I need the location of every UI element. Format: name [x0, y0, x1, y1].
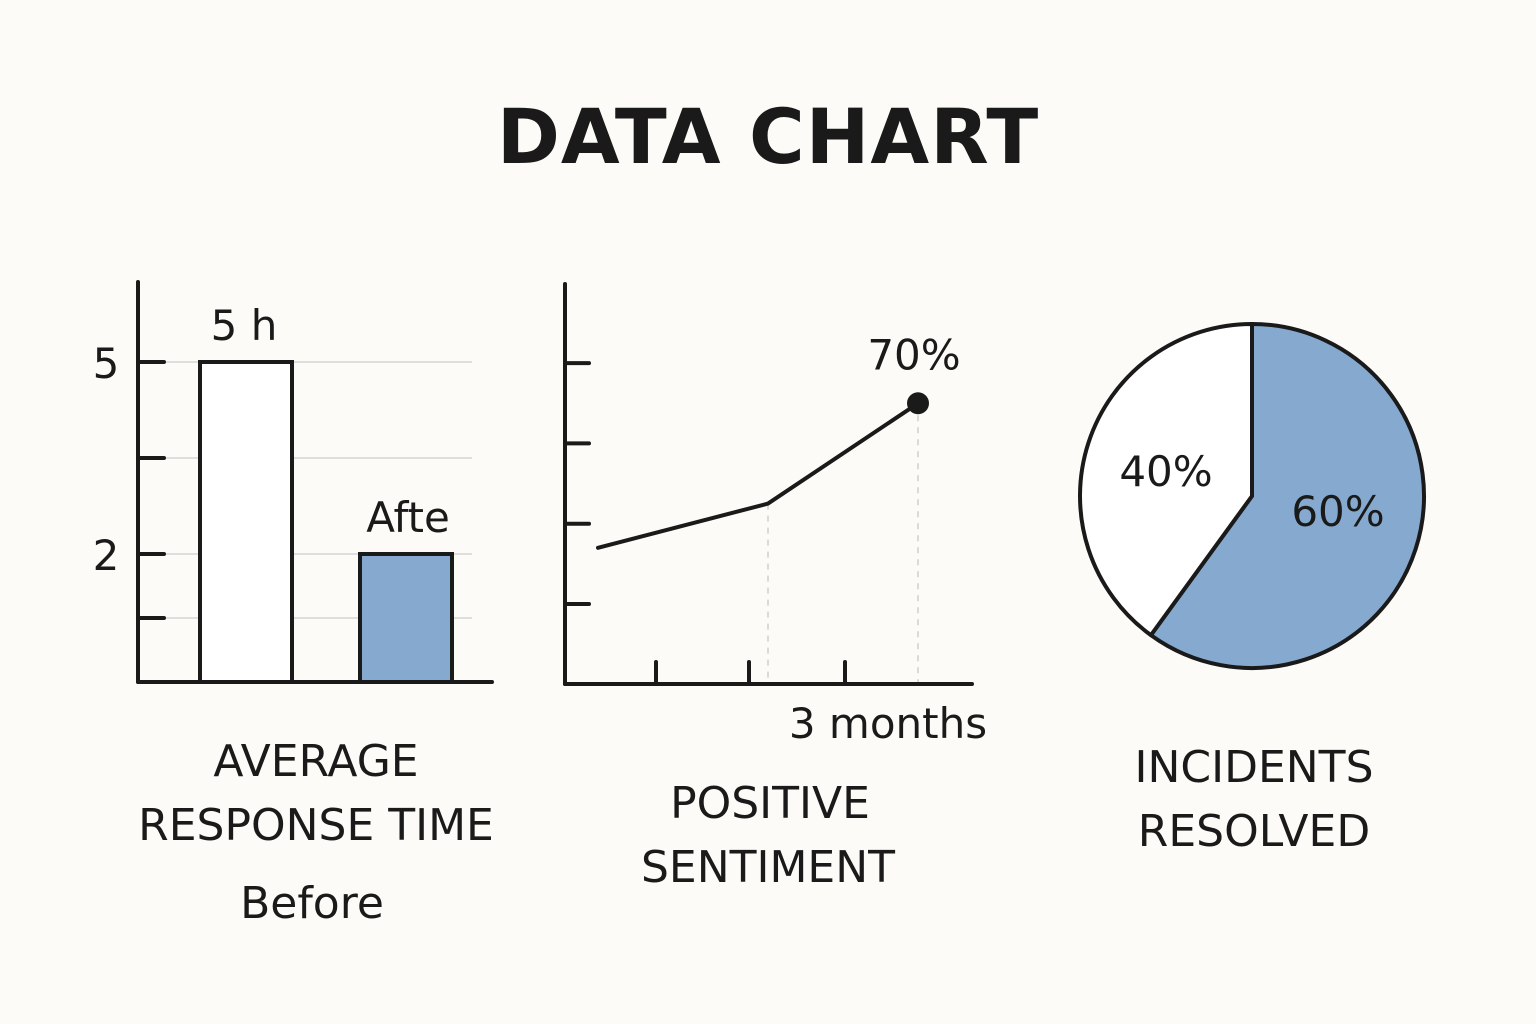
line-chart-x-axis-caption: 3 months — [789, 699, 987, 748]
bar-chart-ticks: 52 — [93, 339, 166, 620]
bar-before — [198, 360, 294, 684]
line-chart-guides — [767, 403, 919, 684]
bar-chart-caption-line-1: AVERAGE — [213, 736, 418, 787]
line-chart-ticks — [563, 361, 847, 686]
pie-chart-labels: 60% 40% — [1119, 447, 1384, 536]
line-chart-point-label: 70% — [867, 330, 960, 379]
bar-chart-axes — [136, 280, 494, 684]
bar-chart-y-tick-label: 2 — [93, 531, 120, 580]
incidents-pie-chart: 60% 40% INCIDENTS RESOLVED — [1078, 322, 1426, 857]
pie-slice-label: 40% — [1119, 447, 1212, 496]
bar-chart-category-caption: Before — [240, 878, 384, 929]
line-chart-axes — [563, 282, 974, 686]
bar-chart-y-tick-label: 5 — [93, 339, 120, 388]
bar-chart-caption-line-2: RESPONSE TIME — [138, 800, 494, 851]
line-chart-caption-line-2: SENTIMENT — [641, 842, 895, 893]
pie-chart-caption-line-1: INCIDENTS — [1135, 742, 1374, 793]
bar-after — [358, 552, 454, 684]
bar-data-label: 5 h — [211, 301, 278, 350]
sentiment-line-chart: 70% 3 months POSITIVE SENTIMENT — [563, 282, 987, 893]
line-chart-end-point — [907, 392, 929, 415]
line-chart-series: 70% — [596, 330, 961, 550]
pie-slice-label: 60% — [1291, 487, 1384, 536]
pie-chart-slices — [1078, 322, 1426, 670]
page-title: DATA CHART — [497, 92, 1039, 181]
bar-chart-labels: 5 h Afte — [211, 301, 450, 542]
line-chart-caption-line-1: POSITIVE — [670, 778, 870, 829]
pie-slice-40 — [1078, 322, 1254, 638]
bar-data-label: Afte — [366, 493, 450, 542]
pie-slice-60 — [1148, 322, 1426, 670]
line-chart-series-line — [596, 401, 920, 550]
pie-chart-caption-line-2: RESOLVED — [1138, 806, 1370, 857]
